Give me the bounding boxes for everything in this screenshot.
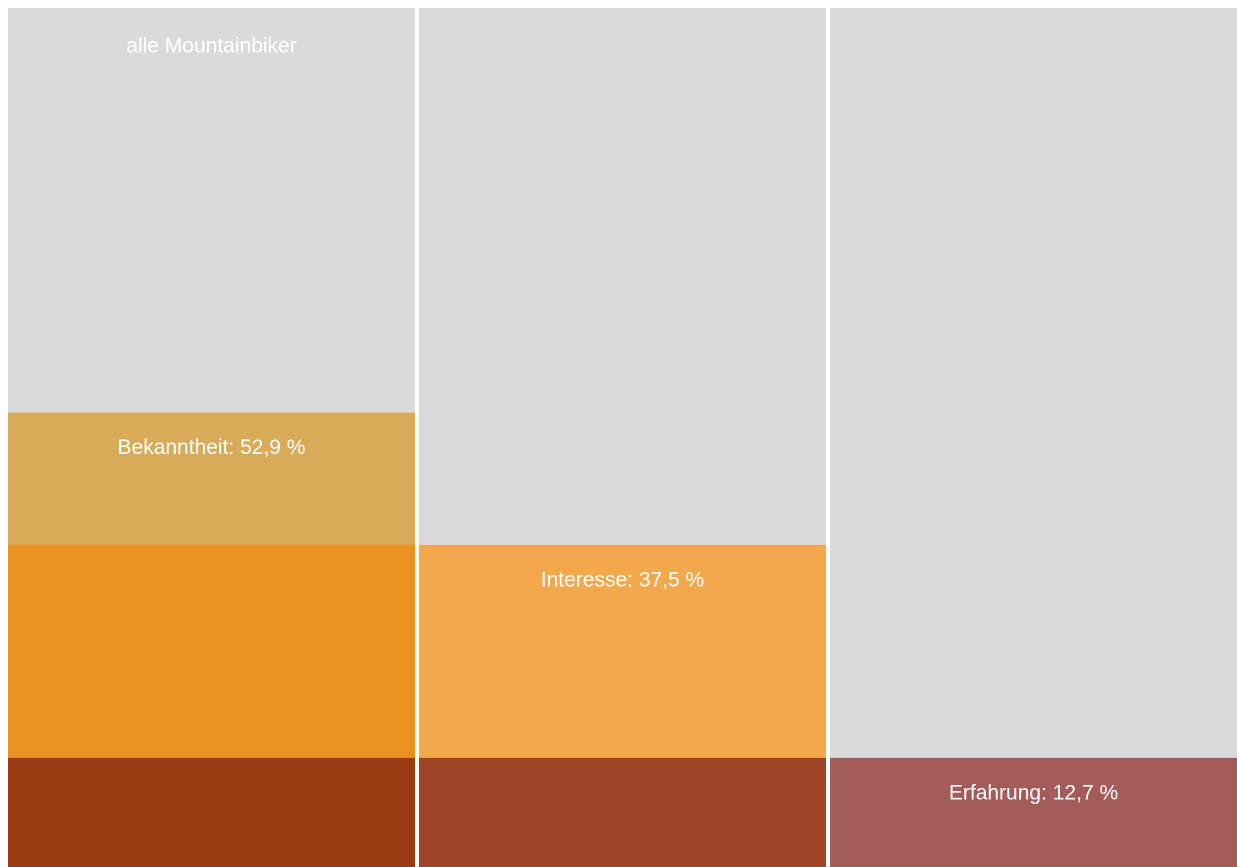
bar <box>830 757 1237 867</box>
value-label: Bekanntheit: 52,9 % <box>118 436 306 459</box>
bar <box>419 757 826 867</box>
total-label: alle Mountainbiker <box>126 35 296 58</box>
column-background <box>830 8 1237 867</box>
value-label: Erfahrung: 12,7 % <box>949 781 1118 804</box>
value-label: Interesse: 37,5 % <box>541 568 704 591</box>
bar <box>8 757 415 867</box>
